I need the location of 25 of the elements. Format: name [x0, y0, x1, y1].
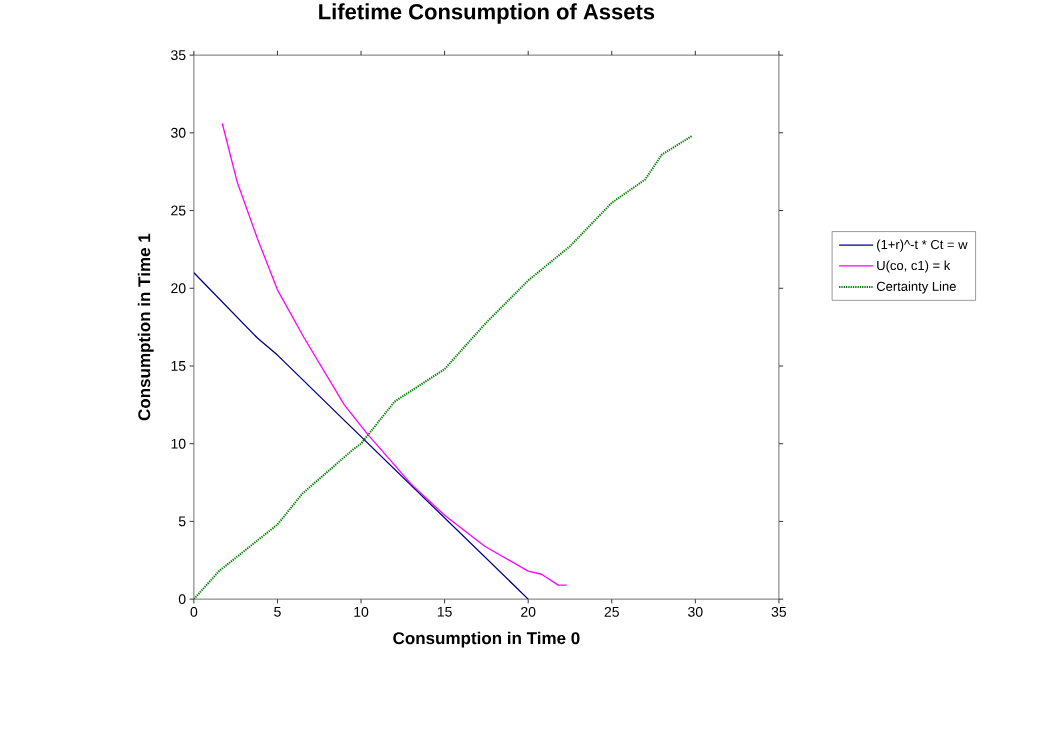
line-series [193, 134, 693, 600]
x-tick-label: 15 [437, 606, 452, 617]
x-tick-label: 30 [688, 606, 703, 617]
x-axis-title: Consumption in Time 0 [393, 631, 580, 648]
x-tick-label: 10 [354, 606, 369, 617]
legend-label: U(co, c1) = k [877, 260, 951, 273]
x-tick-label: 35 [771, 606, 787, 617]
y-tick-label: 15 [171, 361, 186, 371]
y-tick-label: 25 [171, 205, 186, 216]
line-series [193, 272, 529, 600]
y-tick-label: 0 [178, 594, 186, 605]
y-tick-label: 30 [171, 127, 186, 138]
y-tick-label: 35 [171, 50, 186, 61]
y-tick-label: 10 [171, 438, 186, 449]
x-tick-label: 5 [274, 606, 281, 617]
line-series [221, 122, 568, 586]
y-tick-label: 20 [171, 283, 186, 294]
legend-label: Certainty Line [876, 281, 956, 294]
x-tick-label: 25 [604, 606, 619, 617]
x-tick-label: 20 [521, 606, 536, 617]
x-tick-label: 0 [190, 606, 198, 617]
y-tick-label: 5 [178, 516, 186, 527]
legend-label: (1+r)^-t * Ct = w [877, 239, 968, 252]
chart-title: Lifetime Consumption of Assets [319, 3, 655, 24]
y-axis-title: Consumption in Time 1 [137, 233, 154, 421]
